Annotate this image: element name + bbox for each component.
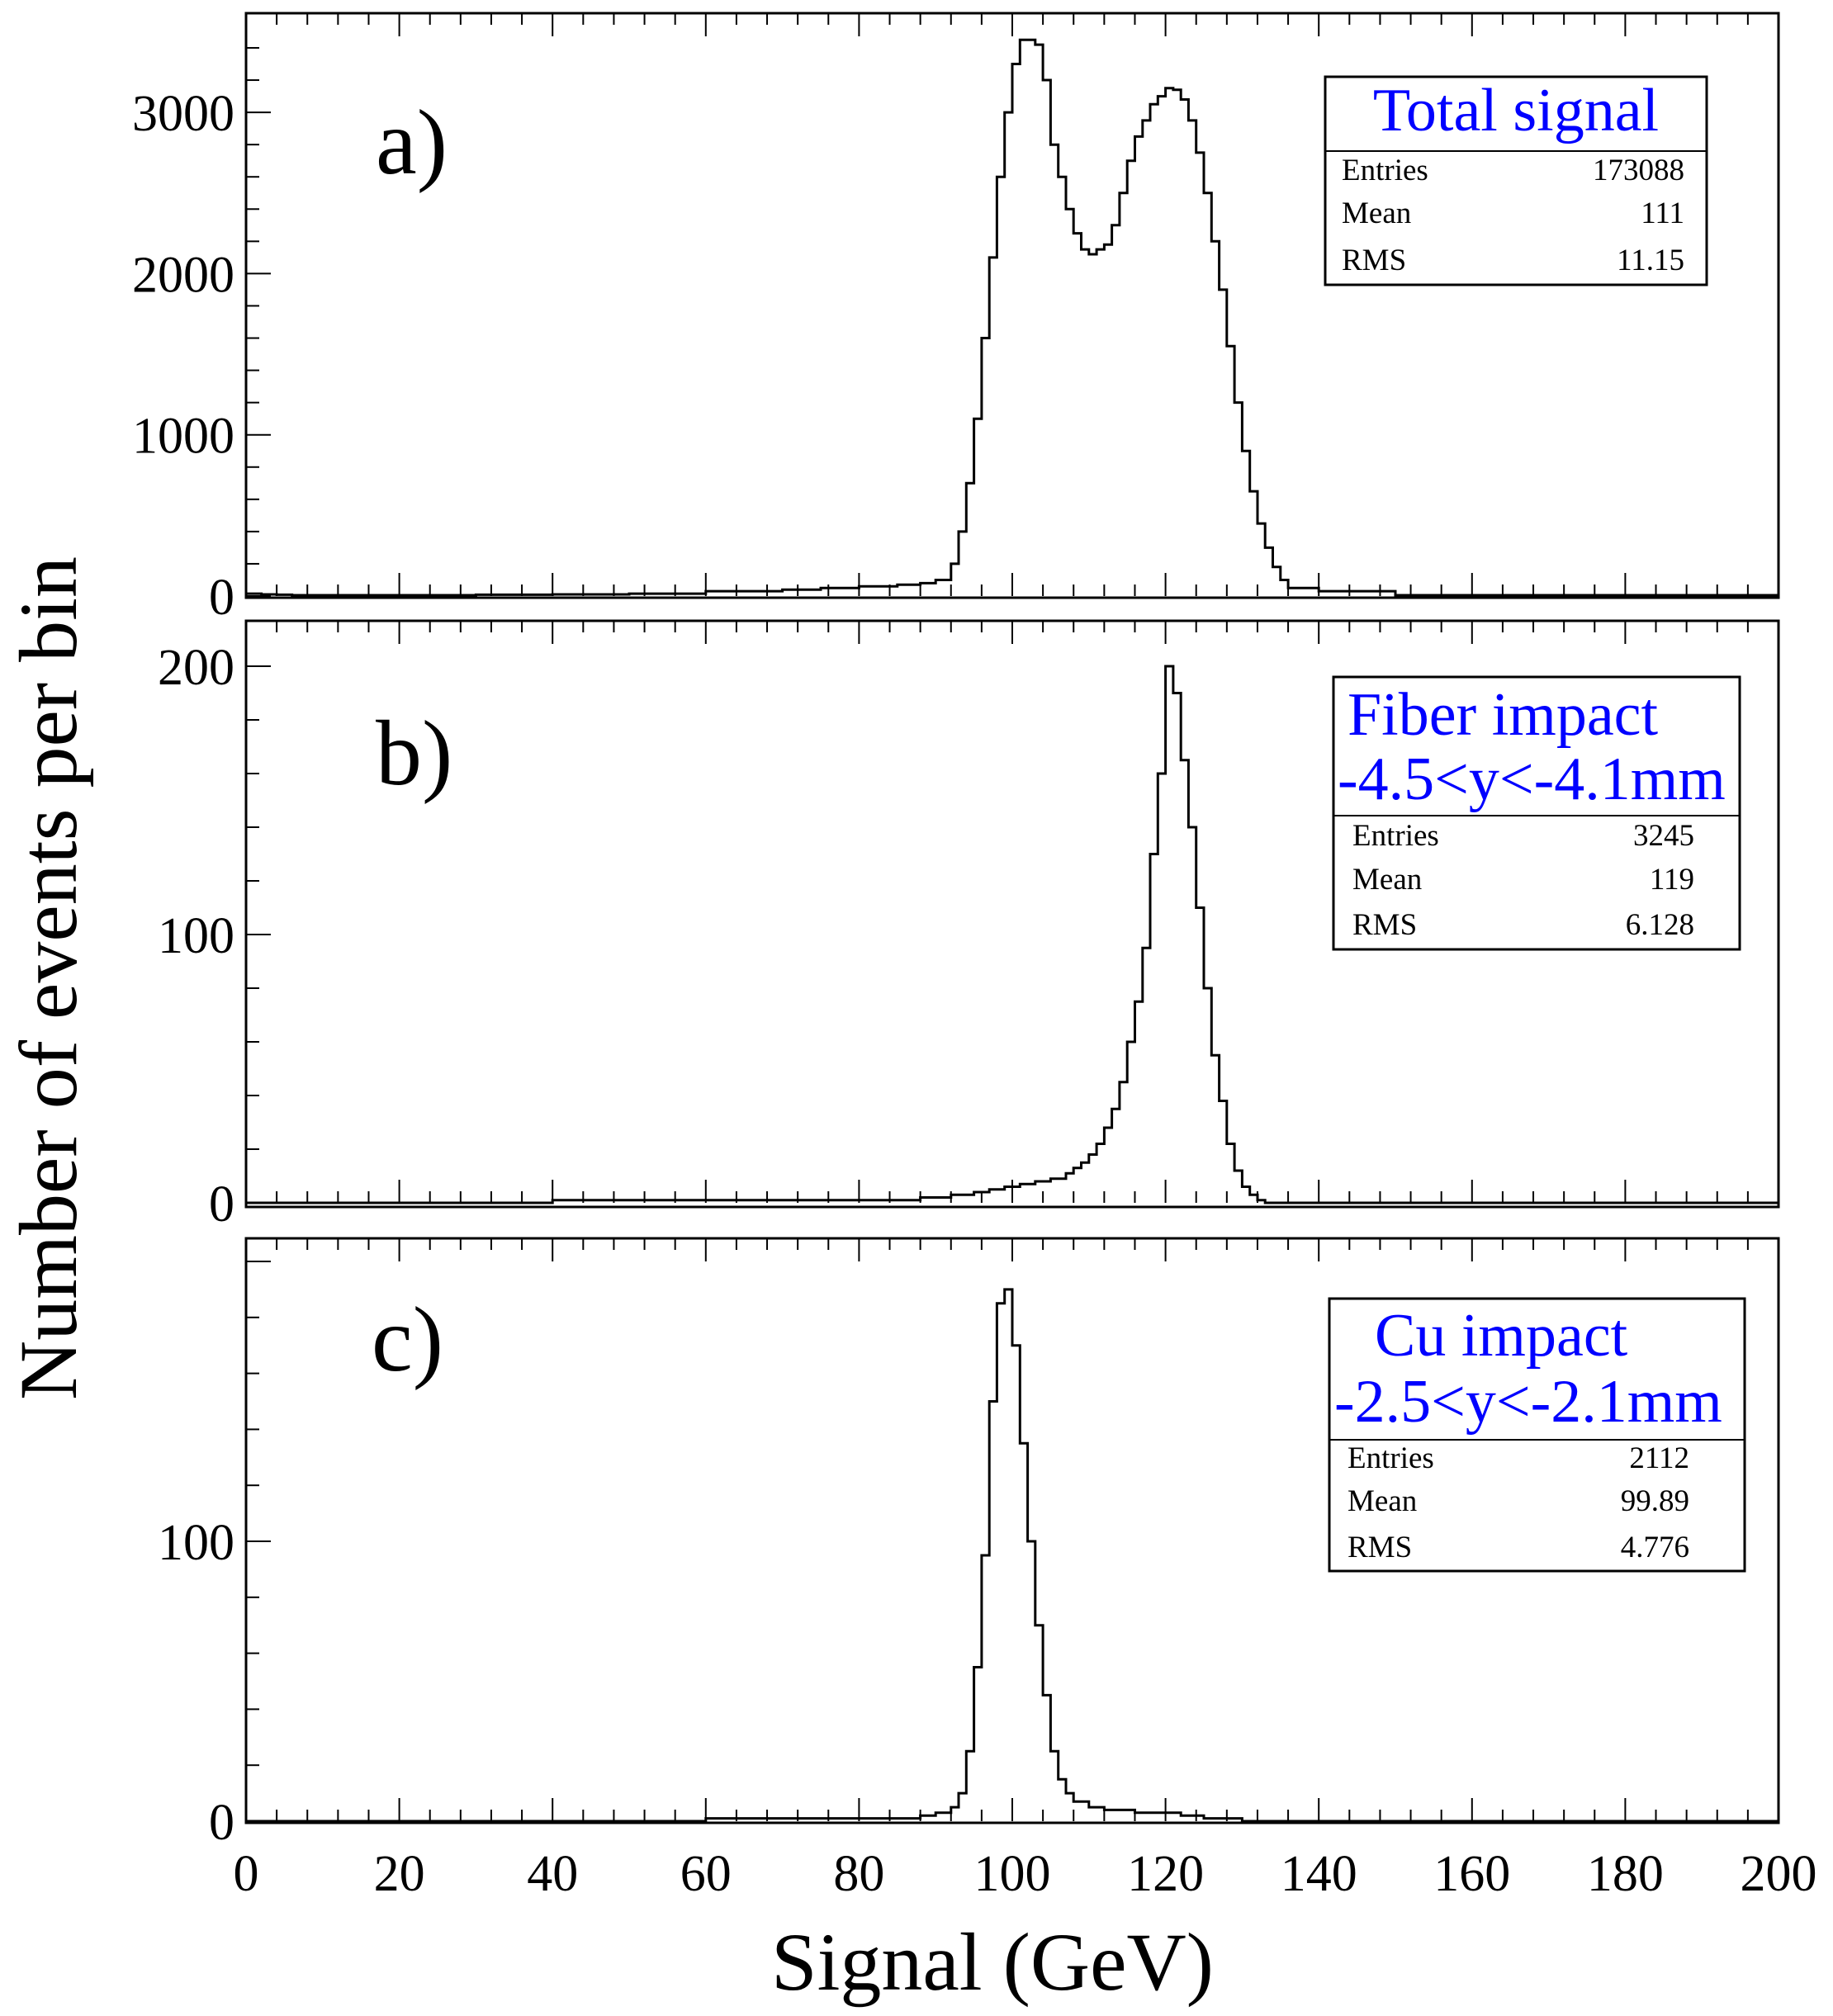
- stats-title-a: Total signal: [1373, 77, 1659, 144]
- stats-entries-value-b: 3245: [1633, 819, 1694, 853]
- x-tick-label: 160: [1433, 1846, 1510, 1902]
- x-tick-label: 180: [1587, 1846, 1664, 1902]
- stats-mean-value-c: 99.89: [1621, 1484, 1689, 1518]
- panel-c-ticks: 0 100: [158, 1238, 1779, 1851]
- histogram-total-signal: [244, 38, 1780, 597]
- y-tick-label: 2000: [132, 247, 234, 303]
- panel-b-ticks: 0 100 200: [158, 621, 1779, 1233]
- y-tick-label: 0: [209, 1795, 234, 1851]
- stats-title-b-line1: Fiber impact: [1348, 681, 1659, 749]
- y-tick-label: 0: [209, 570, 234, 626]
- stats-mean-label-c: Mean: [1348, 1484, 1417, 1518]
- x-tick-label: 200: [1741, 1846, 1817, 1902]
- y-tick-label: 100: [158, 908, 234, 964]
- x-tick-label: 20: [374, 1846, 425, 1902]
- stats-entries-label-a: Entries: [1342, 154, 1428, 187]
- x-tick-label: 40: [527, 1846, 578, 1902]
- panel-label-a: a): [376, 92, 448, 194]
- stats-mean-label-b: Mean: [1352, 863, 1422, 897]
- stats-entries-label-c: Entries: [1348, 1441, 1434, 1475]
- y-tick-label: 100: [158, 1515, 234, 1571]
- x-axis-title: Signal (GeV): [771, 1916, 1214, 2008]
- panel-label-c: c): [372, 1289, 443, 1391]
- stats-entries-value-c: 2112: [1629, 1441, 1689, 1475]
- stats-rms-label-b: RMS: [1352, 908, 1417, 942]
- x-tick-label: 100: [974, 1846, 1051, 1902]
- stats-rms-value-b: 6.128: [1626, 908, 1694, 942]
- y-tick-label: 200: [158, 640, 234, 696]
- stats-box-a: Total signal Entries 173088 Mean 111 RMS…: [1324, 75, 1708, 286]
- stats-mean-label-a: Mean: [1342, 196, 1411, 230]
- histogram-cu-impact: [246, 1288, 1779, 1823]
- x-tick-label: 60: [680, 1846, 732, 1902]
- x-tick-label: 140: [1281, 1846, 1357, 1902]
- panel-a-ticks: 0 1000 2000 3000: [132, 13, 1779, 626]
- x-tick-labels: 0 20 40 60 80 100 120 140 160 180 200: [234, 1846, 1817, 1902]
- stats-rms-label-a: RMS: [1342, 244, 1406, 277]
- panel-label-b: b): [376, 703, 452, 805]
- x-tick-label: 120: [1127, 1846, 1204, 1902]
- stats-title-c-line1: Cu impact: [1375, 1302, 1628, 1370]
- x-tick-label: 80: [833, 1846, 884, 1902]
- stats-mean-value-b: 119: [1650, 863, 1694, 897]
- stats-rms-label-c: RMS: [1348, 1531, 1412, 1564]
- stats-rms-value-a: 11.15: [1617, 244, 1684, 277]
- y-axis-title: Number of events per bin: [2, 556, 94, 1400]
- stats-title-c-line2: -2.5<y<-2.1mm: [1334, 1368, 1722, 1436]
- histogram-fiber-impact: [246, 665, 1779, 1204]
- stats-mean-value-a: 111: [1641, 196, 1684, 230]
- stats-title-b-line2: -4.5<y<-4.1mm: [1338, 745, 1726, 813]
- y-tick-label: 3000: [132, 86, 234, 142]
- y-tick-label: 0: [209, 1176, 234, 1233]
- stats-rms-value-c: 4.776: [1621, 1531, 1689, 1564]
- x-tick-label: 0: [234, 1846, 259, 1902]
- stats-entries-label-b: Entries: [1352, 819, 1439, 853]
- stats-box-b: Fiber impact -4.5<y<-4.1mm Entries 3245 …: [1332, 675, 1741, 951]
- stats-box-c: Cu impact -2.5<y<-2.1mm Entries 2112 Mea…: [1328, 1297, 1746, 1573]
- y-tick-label: 1000: [132, 409, 234, 465]
- stats-entries-value-a: 173088: [1593, 154, 1684, 187]
